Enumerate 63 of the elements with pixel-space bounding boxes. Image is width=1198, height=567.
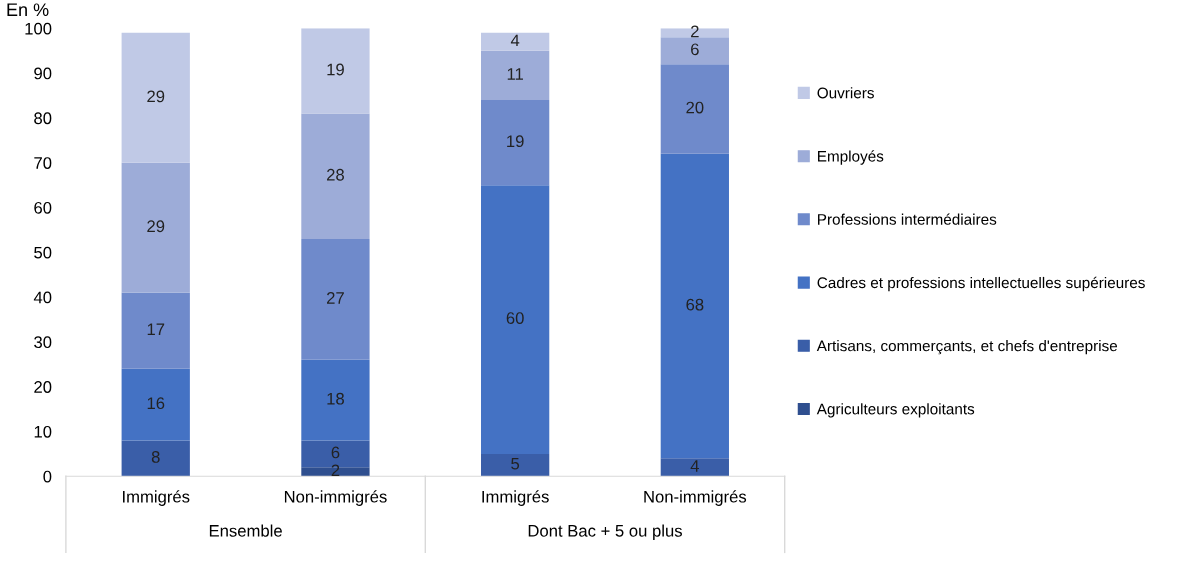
data-label: 17	[147, 323, 165, 336]
legend-label: Professions intermédiaires	[818, 213, 997, 225]
data-label: 6	[691, 43, 699, 56]
bar	[481, 32, 550, 51]
data-label: 29	[147, 90, 165, 103]
y-tick-label: 50	[34, 246, 52, 259]
bar	[481, 50, 550, 101]
text: Ensemble	[209, 524, 282, 537]
bar	[660, 37, 729, 65]
chart-title: En %	[7, 3, 49, 17]
data-label: 28	[327, 168, 344, 181]
legend-label: Employés	[818, 150, 884, 165]
y-tick-label: 60	[34, 201, 52, 214]
data-label: 6	[331, 446, 340, 459]
data-label: 29	[147, 220, 165, 233]
data-label: 11	[507, 68, 523, 80]
bar	[481, 453, 550, 477]
legend-label: Cadres et professions intellectuelles supérieures	[817, 276, 1145, 292]
x-tick-label: Immigrés	[482, 490, 549, 506]
data-label: 19	[327, 63, 344, 76]
data-label: 68	[686, 298, 704, 311]
data-label: 20	[686, 101, 704, 114]
bar	[121, 162, 190, 293]
bar	[301, 28, 370, 114]
data-label: 2	[691, 25, 699, 38]
y-tick-label: 70	[34, 157, 52, 169]
bar	[301, 359, 370, 441]
data-label: 16	[147, 397, 165, 410]
bar	[481, 100, 550, 186]
bar	[121, 440, 190, 477]
y-tick-label: 100	[25, 22, 52, 35]
data-label: 4	[510, 34, 520, 47]
data-label: 5	[511, 457, 520, 470]
bar	[121, 32, 190, 163]
bar	[301, 238, 370, 360]
y-tick-label: 90	[34, 67, 52, 80]
data-label: 2	[331, 464, 340, 477]
data-label: 4	[690, 460, 699, 472]
bar	[660, 64, 729, 154]
legend-label: Ouvriers	[817, 87, 874, 99]
legend-label: Agriculteurs exploitants	[816, 403, 975, 418]
legend-label: Artisans, commerçants, et chefs d'entreprise	[816, 340, 1118, 355]
x-tick-label: Immigrés	[123, 490, 190, 506]
data-label: 18	[327, 392, 344, 405]
y-tick-label: 80	[34, 112, 52, 125]
bar	[301, 113, 370, 239]
y-tick-label: 0	[43, 470, 52, 483]
bar	[660, 153, 729, 459]
data-label: 60	[506, 312, 524, 324]
bar	[121, 292, 190, 369]
bar	[121, 368, 190, 441]
data-label: 27	[327, 292, 344, 304]
x-tick-label: Non-immigrés	[644, 490, 747, 506]
data-label: 19	[507, 135, 524, 148]
bar	[481, 185, 550, 454]
y-tick-label: 10	[34, 425, 52, 438]
bar	[660, 458, 729, 477]
y-tick-label: 40	[33, 291, 52, 304]
y-tick-label: 20	[34, 381, 52, 393]
x-tick-label: Non-immigrés	[284, 490, 387, 506]
text: Dont Bac + 5 ou plus	[528, 524, 682, 541]
y-tick-label: 30	[34, 336, 52, 349]
data-label: 8	[151, 451, 160, 463]
